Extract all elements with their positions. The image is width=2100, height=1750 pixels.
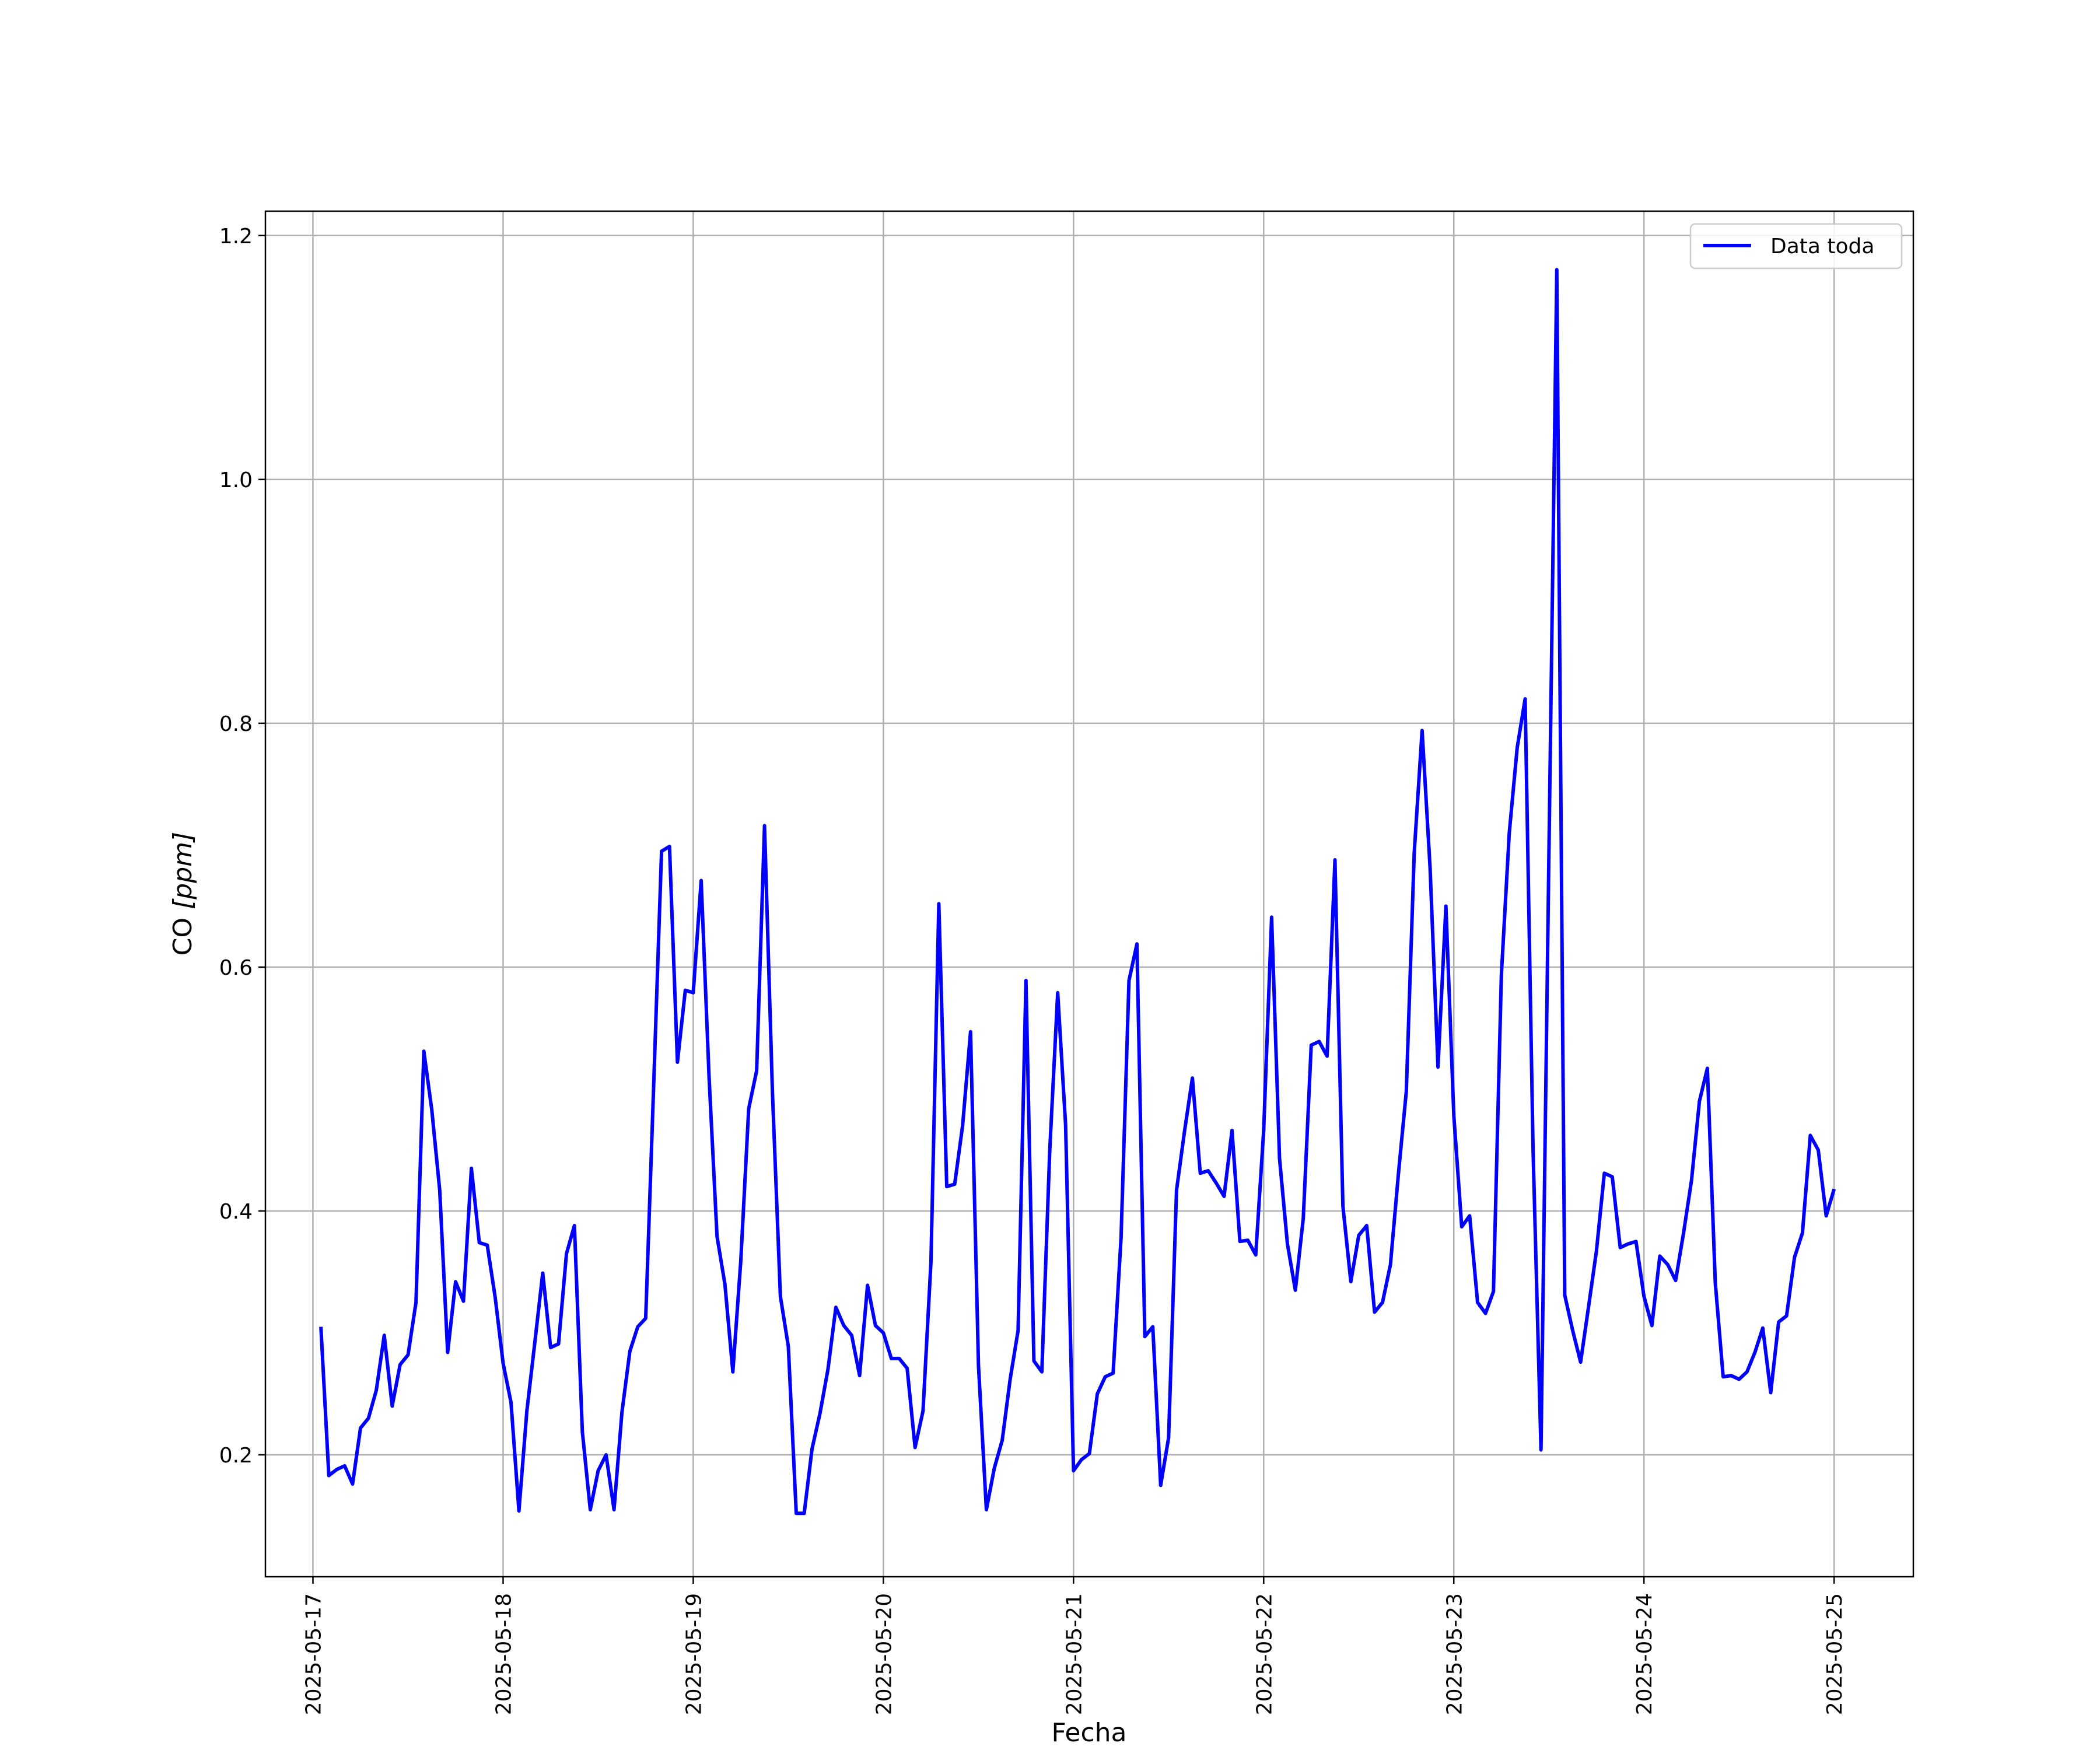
- x-tick-label: 2025-05-25: [1823, 1593, 1847, 1715]
- x-tick-label: 2025-05-17: [302, 1593, 326, 1715]
- plot-frame: [264, 210, 1915, 1578]
- y-tick-label: 1.0: [219, 468, 253, 492]
- y-tick-label: 0.4: [219, 1200, 253, 1224]
- y-axis-label-unit: [ppm]: [168, 832, 198, 909]
- series-layer: [319, 268, 1836, 1516]
- y-tick-label: 0.6: [219, 956, 253, 980]
- y-tick-label: 0.8: [219, 712, 253, 736]
- legend: Data toda: [1689, 223, 1903, 270]
- y-tick-label: 0.2: [219, 1444, 253, 1468]
- legend-box: [1689, 223, 1903, 270]
- y-tick-label: 1.2: [219, 225, 253, 249]
- x-axis-label: Fecha: [1051, 1718, 1126, 1748]
- x-tick-label: 2025-05-19: [682, 1593, 706, 1715]
- x-tick-label: 2025-05-22: [1252, 1593, 1276, 1715]
- y-axis-ticks: 0.2 0.4 0.6 0.8 1.0 1.2: [219, 225, 265, 1468]
- x-tick-label: 2025-05-24: [1633, 1593, 1657, 1715]
- legend-label: Data toda: [1770, 235, 1874, 258]
- y-axis-label-quantity: CO: [168, 909, 198, 956]
- x-tick-label: 2025-05-23: [1443, 1593, 1466, 1715]
- grid-lines: [265, 211, 1913, 1577]
- x-axis-ticks: 2025-05-17 2025-05-18 2025-05-19 2025-05-20…: [302, 1577, 1847, 1715]
- y-axis-label: CO [ppm]: [168, 832, 198, 956]
- x-tick-label: 2025-05-21: [1062, 1593, 1086, 1715]
- series-line-0: [319, 268, 1836, 1516]
- x-tick-label: 2025-05-20: [872, 1593, 896, 1715]
- x-tick-label: 2025-05-18: [492, 1593, 516, 1715]
